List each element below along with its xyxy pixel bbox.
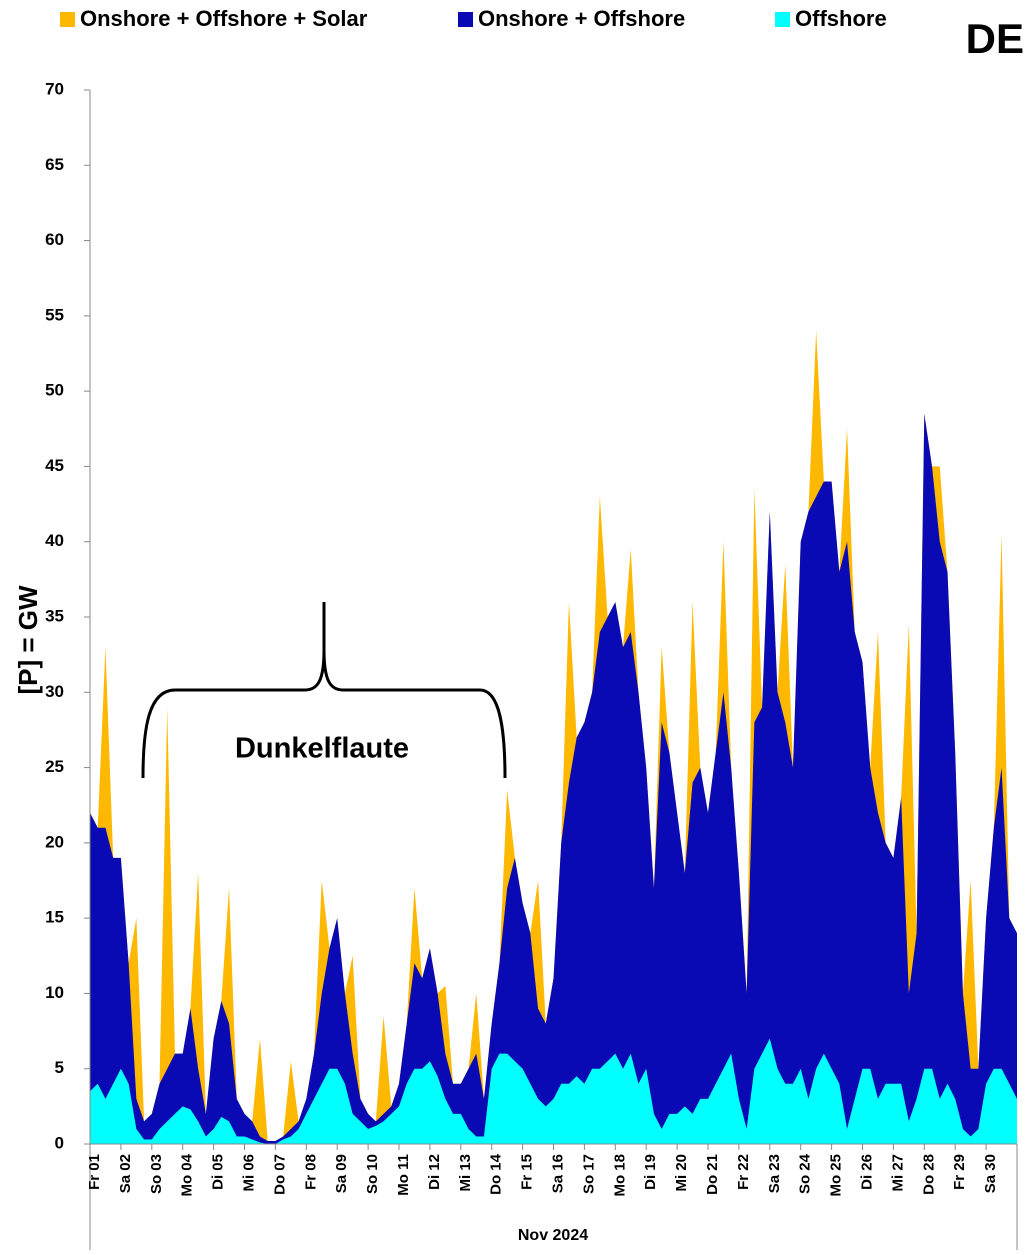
- brace: [141, 602, 507, 779]
- y-tick-label: 25: [45, 757, 64, 776]
- x-tick-label: Fr 15: [519, 1154, 536, 1190]
- y-axis-label: [P] = GW: [13, 585, 43, 695]
- legend-swatch: [458, 12, 473, 27]
- y-tick-label: 15: [45, 908, 64, 927]
- legend-swatch: [60, 12, 75, 27]
- x-tick-label: Mo 11: [395, 1154, 412, 1196]
- x-tick-label: Fr 08: [302, 1154, 319, 1190]
- legend-swatch: [775, 12, 790, 27]
- y-tick-label: 65: [45, 155, 64, 174]
- x-tick-label: Do 21: [704, 1154, 721, 1195]
- areas: [90, 330, 1017, 1145]
- y-tick-label: 55: [45, 305, 64, 324]
- y-tick-label: 5: [55, 1058, 64, 1077]
- y-tick-label: 60: [45, 230, 64, 249]
- x-tick-label: Mi 20: [673, 1154, 690, 1192]
- x-tick-label: Di 05: [210, 1154, 227, 1190]
- x-tick-label: Do 28: [920, 1154, 937, 1195]
- x-tick-label: So 24: [797, 1153, 814, 1194]
- area: [90, 1038, 1017, 1144]
- annotation: Dunkelflaute: [235, 733, 409, 765]
- y-tick-label: 45: [45, 456, 64, 475]
- y-tick-label: 0: [55, 1133, 64, 1152]
- y-tick-label: 70: [45, 79, 64, 98]
- x-tick-label: So 10: [364, 1154, 381, 1194]
- x-tick-label: Sa 02: [117, 1154, 134, 1193]
- x-tick-label: Fr 01: [86, 1154, 103, 1190]
- legend-label: Onshore + Offshore: [478, 6, 685, 31]
- legend-label: Onshore + Offshore + Solar: [80, 6, 368, 31]
- y-tick-label: 35: [45, 606, 64, 625]
- chart-title: DE: [966, 15, 1024, 62]
- y-tick-label: 20: [45, 832, 64, 851]
- y-tick-label: 50: [45, 381, 64, 400]
- x-tick-label: Do 07: [271, 1154, 288, 1195]
- y-tick-label: 10: [45, 983, 64, 1002]
- x-tick-label: Fr 22: [735, 1154, 752, 1190]
- y-tick-label: 40: [45, 531, 64, 550]
- x-tick-label: Mo 25: [828, 1154, 845, 1197]
- legend-label: Offshore: [795, 6, 887, 31]
- x-tick-label: Di 26: [858, 1154, 875, 1190]
- x-tick-label: Mo 18: [611, 1154, 628, 1197]
- x-tick-label: Di 12: [426, 1154, 443, 1190]
- x-tick-label: Mi 27: [889, 1154, 906, 1192]
- x-tick-label: Fr 29: [951, 1154, 968, 1190]
- x-tick-label: Mo 04: [179, 1153, 196, 1196]
- area: [90, 413, 1017, 1145]
- x-tick-label: Sa 09: [333, 1154, 350, 1193]
- x-tick-label: Do 14: [488, 1153, 505, 1195]
- x-tick-label: Sa 30: [982, 1154, 999, 1193]
- x-tick-label: Sa 23: [766, 1154, 783, 1193]
- x-tick-label: Di 19: [642, 1154, 659, 1190]
- y-tick-label: 30: [45, 682, 64, 701]
- x-group-label: Nov 2024: [518, 1227, 588, 1244]
- x-tick-label: Mi 06: [240, 1154, 257, 1192]
- x-tick-label: So 17: [580, 1154, 597, 1194]
- x-tick-label: Mi 13: [457, 1154, 474, 1192]
- x-tick-label: So 03: [148, 1154, 165, 1194]
- x-tick-label: Sa 16: [549, 1154, 566, 1193]
